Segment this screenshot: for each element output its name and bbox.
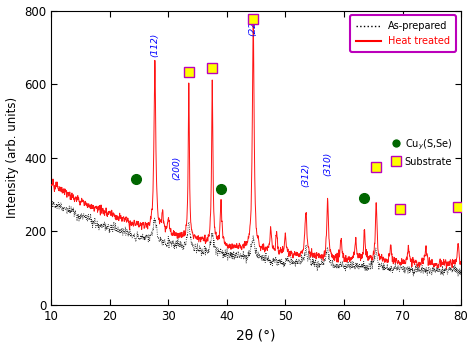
- Legend: Cu$_y$(S,Se), Substrate: Cu$_y$(S,Se), Substrate: [386, 133, 456, 171]
- Text: (112): (112): [150, 32, 159, 57]
- Y-axis label: Intensity (arb. units): Intensity (arb. units): [6, 97, 18, 218]
- X-axis label: 2θ (°): 2θ (°): [237, 329, 276, 342]
- Text: (220): (220): [249, 12, 258, 36]
- Text: (200): (200): [173, 156, 182, 180]
- Text: (310): (310): [323, 152, 332, 176]
- Text: (312): (312): [301, 163, 310, 187]
